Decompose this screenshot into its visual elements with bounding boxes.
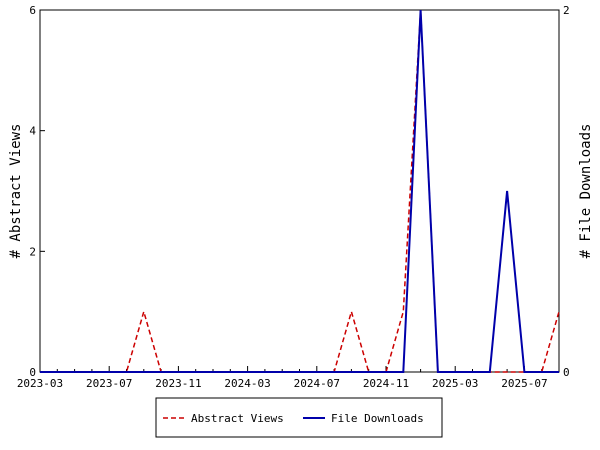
y2-tick-label: 2 xyxy=(563,4,570,17)
x-tick-label: 2024-11 xyxy=(363,377,409,390)
plot-frame xyxy=(39,9,560,373)
y2-axis-label: # File Downloads xyxy=(578,124,594,259)
y-tick-label: 6 xyxy=(29,4,36,17)
y-tick-label: 4 xyxy=(29,125,36,138)
y-tick-label: 0 xyxy=(29,366,36,379)
series-line xyxy=(40,9,559,373)
x-tick-label: 2023-11 xyxy=(155,377,201,390)
x-tick-label: 2023-07 xyxy=(86,377,132,390)
x-tick-label: 2023-03 xyxy=(17,377,63,390)
y-axis-label: # Abstract Views xyxy=(8,124,24,259)
x-tick-label: 2024-03 xyxy=(224,377,270,390)
x-tick-label: 2025-03 xyxy=(432,377,478,390)
x-tick-label: 2024-07 xyxy=(294,377,340,390)
y-tick-label: 2 xyxy=(29,245,36,258)
legend-label: Abstract Views xyxy=(191,412,284,425)
series-line xyxy=(40,9,560,373)
legend-label: File Downloads xyxy=(331,412,424,425)
legend-box xyxy=(155,397,443,438)
y2-tick-label: 0 xyxy=(563,366,570,379)
x-tick-label: 2025-07 xyxy=(501,377,547,390)
